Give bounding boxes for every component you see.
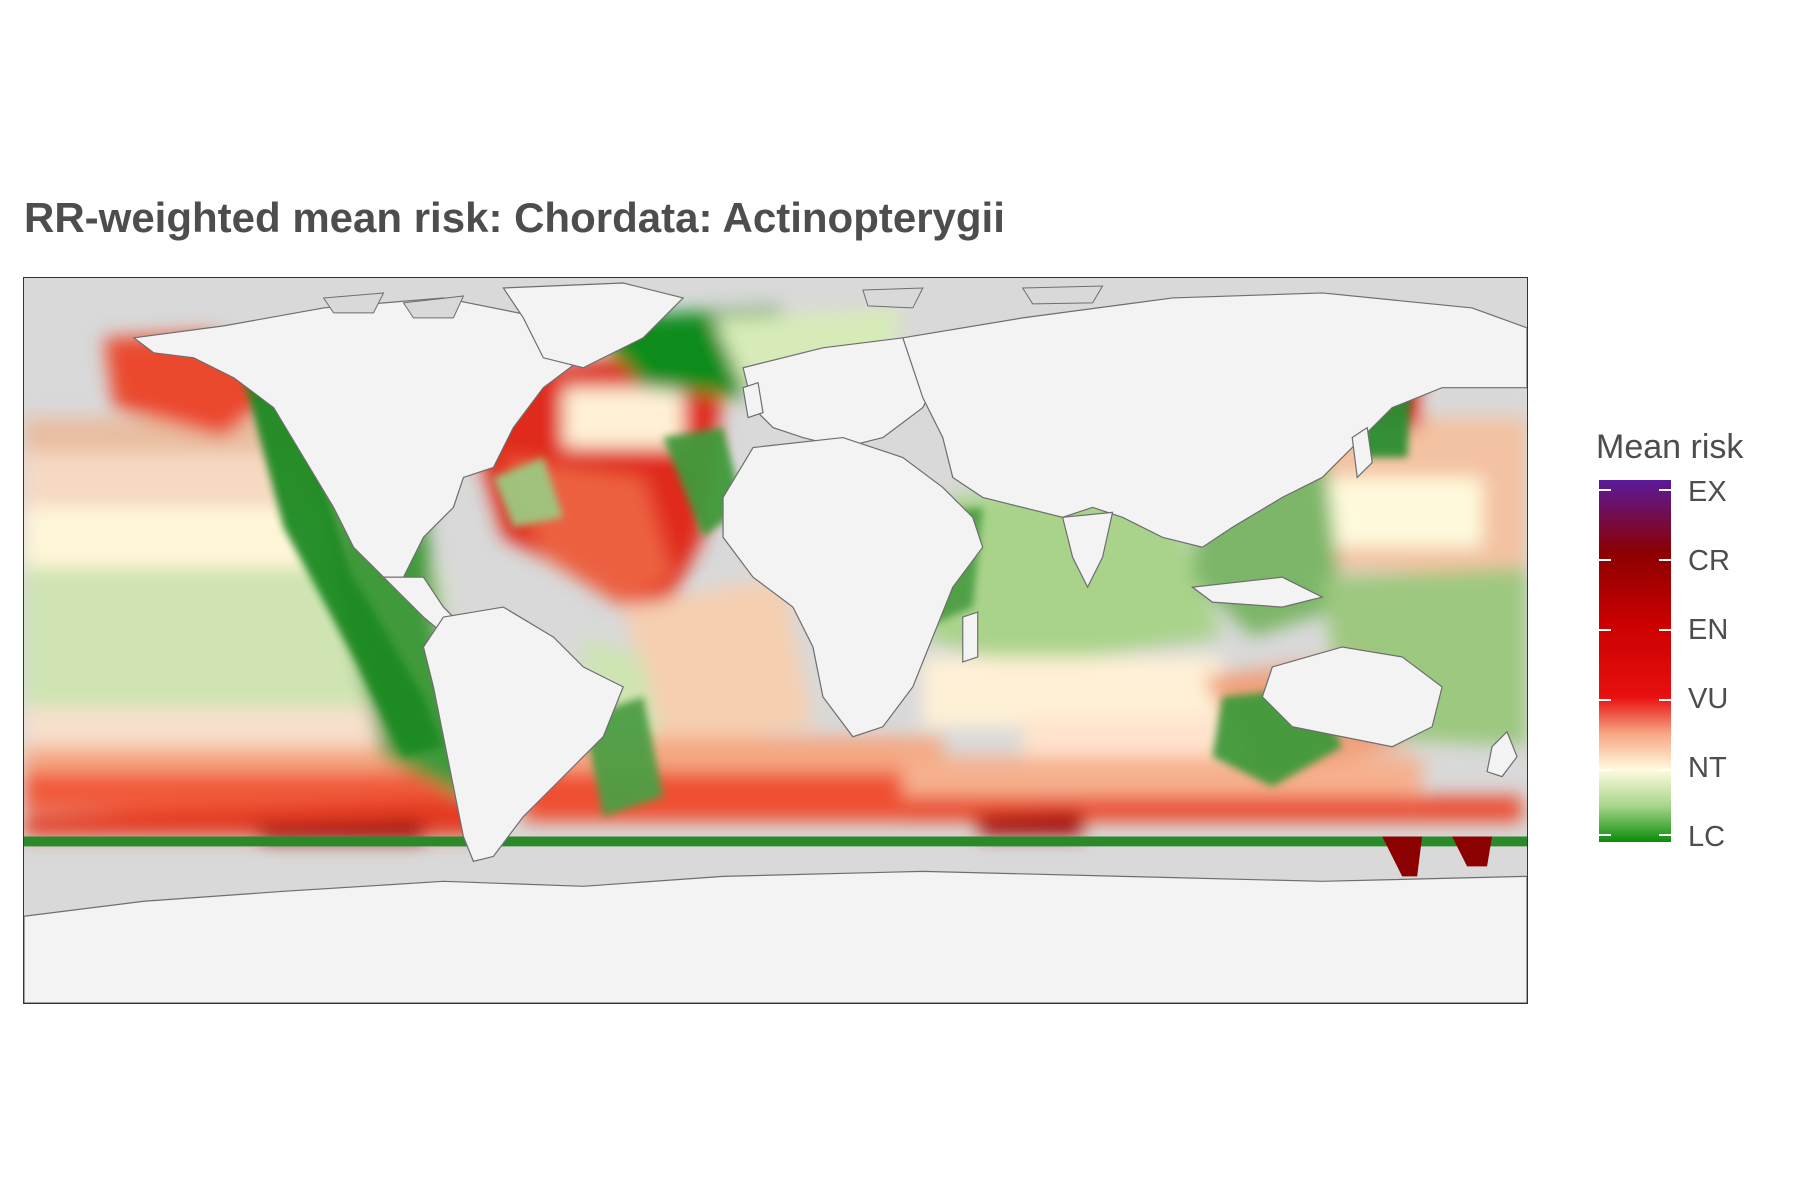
- legend-label-cr: CR: [1688, 545, 1730, 577]
- legend-ticks: [1599, 489, 1671, 836]
- arctic-islands: [322, 285, 1104, 319]
- legend-label-nt: NT: [1688, 752, 1727, 784]
- legend-colorbar: [1599, 480, 1671, 842]
- legend-label-vu: VU: [1688, 683, 1729, 715]
- chart-title: RR-weighted mean risk: Chordata: Actinop…: [24, 194, 1005, 241]
- southern-boundary: [24, 836, 1527, 847]
- legend-label-ex: EX: [1688, 476, 1727, 508]
- world-map: [24, 278, 1527, 1003]
- legend-label-en: EN: [1688, 614, 1729, 646]
- map-panel: [23, 277, 1528, 1004]
- legend: Mean risk EX CR EN VU NT LC: [1596, 428, 1786, 868]
- landmasses: [24, 282, 1527, 1003]
- legend-title: Mean risk: [1596, 428, 1744, 466]
- legend-label-lc: LC: [1688, 821, 1726, 853]
